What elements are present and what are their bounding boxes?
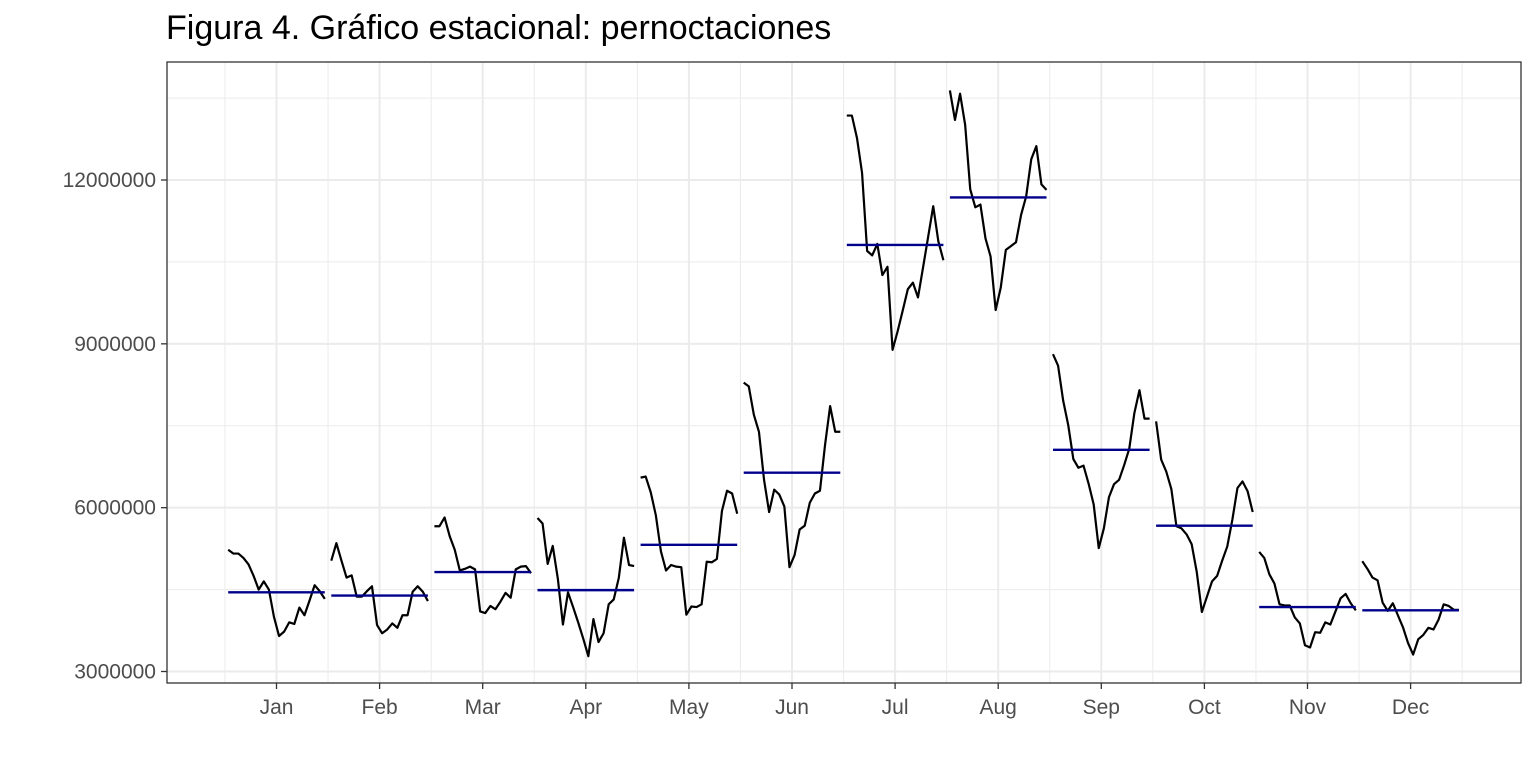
grid-major (167, 62, 1521, 683)
y-axis: 3000000 6000000 9000000 12000000 (63, 169, 167, 684)
mean-lines (228, 196, 1459, 612)
series-line-sep (1051, 353, 1150, 550)
series-line-jun (743, 381, 841, 569)
x-tick-label: Jun (775, 696, 809, 719)
x-tick-label: Oct (1188, 696, 1221, 719)
series-line-oct (1155, 421, 1254, 614)
x-tick-label: Mar (465, 696, 501, 719)
series-line-apr (536, 517, 635, 658)
x-tick-label: Nov (1289, 696, 1327, 719)
series-line-nov (1258, 551, 1357, 649)
y-tick-label: 12000000 (63, 169, 156, 192)
x-tick-label: May (669, 696, 709, 719)
series-line-mar (434, 516, 532, 615)
panel-border (166, 61, 1522, 684)
grid-minor (167, 62, 1521, 683)
series-line-aug (948, 90, 1048, 312)
plot-panel (166, 61, 1522, 684)
x-tick-label: Apr (569, 696, 602, 719)
series-line-jan (227, 548, 326, 638)
y-tick-label: 3000000 (74, 661, 156, 684)
y-tick-label: 6000000 (74, 497, 156, 520)
series-line-dec (1361, 560, 1459, 656)
x-axis: Jan Feb Mar Apr May Jun Jul Aug Sep Oct Nov Dec (260, 683, 1429, 719)
x-tick-label: Jan (260, 696, 294, 719)
series-line-may (640, 475, 739, 616)
x-tick-label: Sep (1083, 696, 1120, 719)
x-tick-label: Feb (362, 696, 398, 719)
x-tick-label: Jul (882, 696, 909, 719)
chart-title: Figura 4. Gráfico estacional: pernoctaci… (166, 9, 831, 47)
x-tick-label: Dec (1392, 696, 1429, 719)
series-line-jul (846, 114, 945, 351)
y-tick-label: 9000000 (74, 333, 156, 356)
x-tick-label: Aug (980, 696, 1017, 719)
